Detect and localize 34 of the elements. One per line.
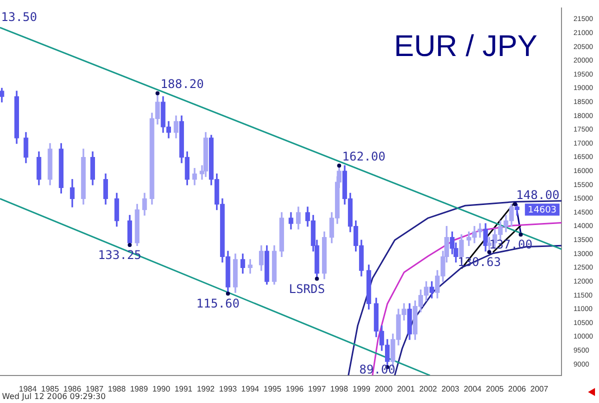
annotation: 115.60	[196, 296, 240, 311]
x-tick-label: 2007	[530, 384, 549, 394]
x-tick-label: 1992	[196, 384, 216, 394]
x-tick-label: 2000	[374, 384, 394, 394]
x-tick-label: 2005	[486, 384, 504, 394]
x-tick-label: 2006	[508, 384, 527, 394]
annotation: 188.20	[160, 77, 204, 92]
x-tick-label: 1988	[108, 384, 126, 394]
x-tick-label: 1987	[86, 384, 104, 394]
x-tick-label: 1986	[63, 384, 82, 394]
annotation: LSRDS	[288, 282, 325, 296]
x-tick-label: 2003	[441, 384, 460, 394]
x-tick-label: 1998	[330, 384, 349, 394]
x-tick-label: 1999	[352, 384, 371, 394]
annotation: 162.00	[342, 150, 386, 164]
x-tick-label: 1994	[241, 384, 260, 394]
x-tick-label: 1993	[219, 384, 238, 394]
x-tick-label: 1989	[130, 384, 148, 394]
x-tick-label: 2001	[396, 384, 416, 394]
annotation: 14603	[528, 206, 557, 216]
annotation: 148.00	[516, 188, 560, 202]
x-tick-label: 1997	[308, 384, 326, 394]
x-tick-label: 1984	[18, 384, 38, 394]
x-tick-label: 2002	[419, 384, 438, 394]
x-tick-label: 2004	[464, 384, 482, 394]
x-tick-label: 1995	[264, 384, 282, 394]
annotation: 133.25	[98, 248, 142, 262]
text: Wed Jul 12 2006 09:29:30	[2, 392, 106, 401]
x-tick-label: 1996	[286, 384, 304, 394]
x-tick-label: 1990	[152, 384, 171, 394]
x-tick-label: 1985	[41, 384, 60, 394]
text: EUR / JPY	[394, 30, 538, 64]
annotation: 13.50	[1, 10, 38, 24]
x-tick-label: 1991	[174, 384, 193, 394]
